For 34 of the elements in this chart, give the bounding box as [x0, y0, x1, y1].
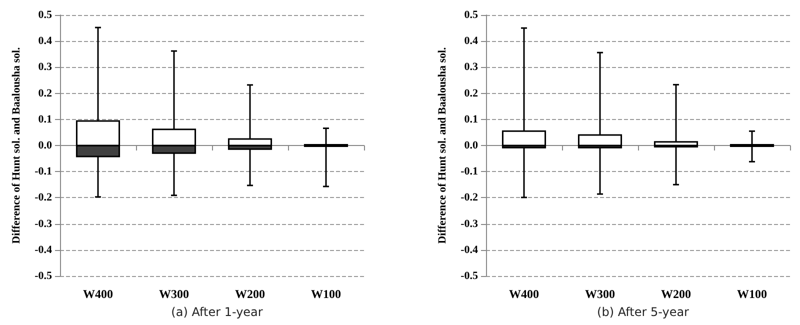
- y-tick-label: 0.0: [464, 140, 478, 152]
- y-tick-label: -0.2: [34, 192, 52, 204]
- y-tick-label: 0.3: [464, 61, 478, 74]
- y-tick-label: -0.1: [460, 166, 478, 178]
- y-tick-label: 0.5: [464, 9, 478, 21]
- text: (a) After 1-year: [171, 305, 263, 319]
- y-tick-label: 0.2: [38, 87, 52, 100]
- y-tick-label: 0.4: [38, 35, 52, 48]
- y-tick-label: 0.1: [38, 113, 52, 126]
- y-axis-title: Difference of Hunt sol. and Baalousha sol.: [10, 46, 22, 244]
- x-tick-label: W400: [83, 287, 113, 301]
- x-tick-label: W100: [311, 287, 341, 301]
- x-tick-label: W100: [737, 287, 767, 301]
- y-tick-label: -0.5: [460, 270, 478, 282]
- y-tick-label: -0.1: [34, 166, 52, 178]
- x-tick-label: W200: [661, 287, 691, 301]
- y-tick-label: -0.3: [34, 218, 52, 230]
- y-tick-label: -0.4: [460, 244, 478, 256]
- y-tick-label: 0.5: [38, 9, 52, 21]
- y-tick-label: 0.0: [38, 140, 52, 152]
- y-tick-label: 0.4: [464, 35, 478, 48]
- y-tick-label: -0.5: [34, 270, 52, 282]
- x-tick-label: W400: [509, 287, 539, 301]
- x-tick-label: W200: [235, 287, 265, 301]
- y-tick-label: -0.2: [460, 192, 478, 204]
- y-tick-label: 0.2: [464, 87, 478, 100]
- y-tick-label: 0.1: [464, 113, 478, 126]
- y-axis-title: Difference of Hunt sol. and Baalousha sol.: [436, 46, 448, 244]
- y-tick-label: 0.3: [38, 61, 52, 74]
- x-tick-label: W300: [585, 287, 615, 301]
- text: (b) After 5-year: [597, 305, 690, 319]
- y-tick-label: -0.3: [460, 218, 478, 230]
- y-tick-label: -0.4: [34, 244, 52, 256]
- x-tick-label: W300: [159, 287, 189, 301]
